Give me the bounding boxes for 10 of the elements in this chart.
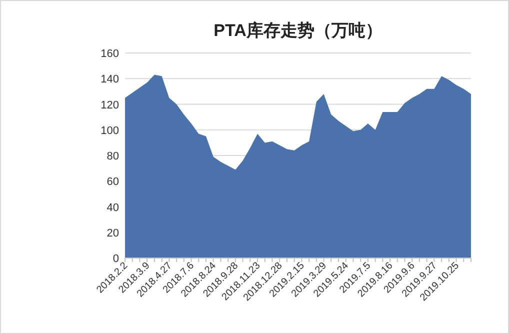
y-tick-label: 20: [106, 227, 119, 240]
y-tick-label: 140: [100, 74, 119, 86]
chart-title: PTA库存走势（万吨）: [214, 21, 382, 40]
y-tick-label: 100: [100, 124, 119, 137]
y-tick-label: 60: [106, 176, 119, 188]
y-tick-label: 160: [100, 48, 119, 60]
y-tick-label: 80: [106, 150, 119, 162]
y-tick-label: 40: [106, 202, 119, 214]
y-tick-label: 120: [100, 99, 119, 112]
y-tick-label: 0: [112, 253, 119, 265]
